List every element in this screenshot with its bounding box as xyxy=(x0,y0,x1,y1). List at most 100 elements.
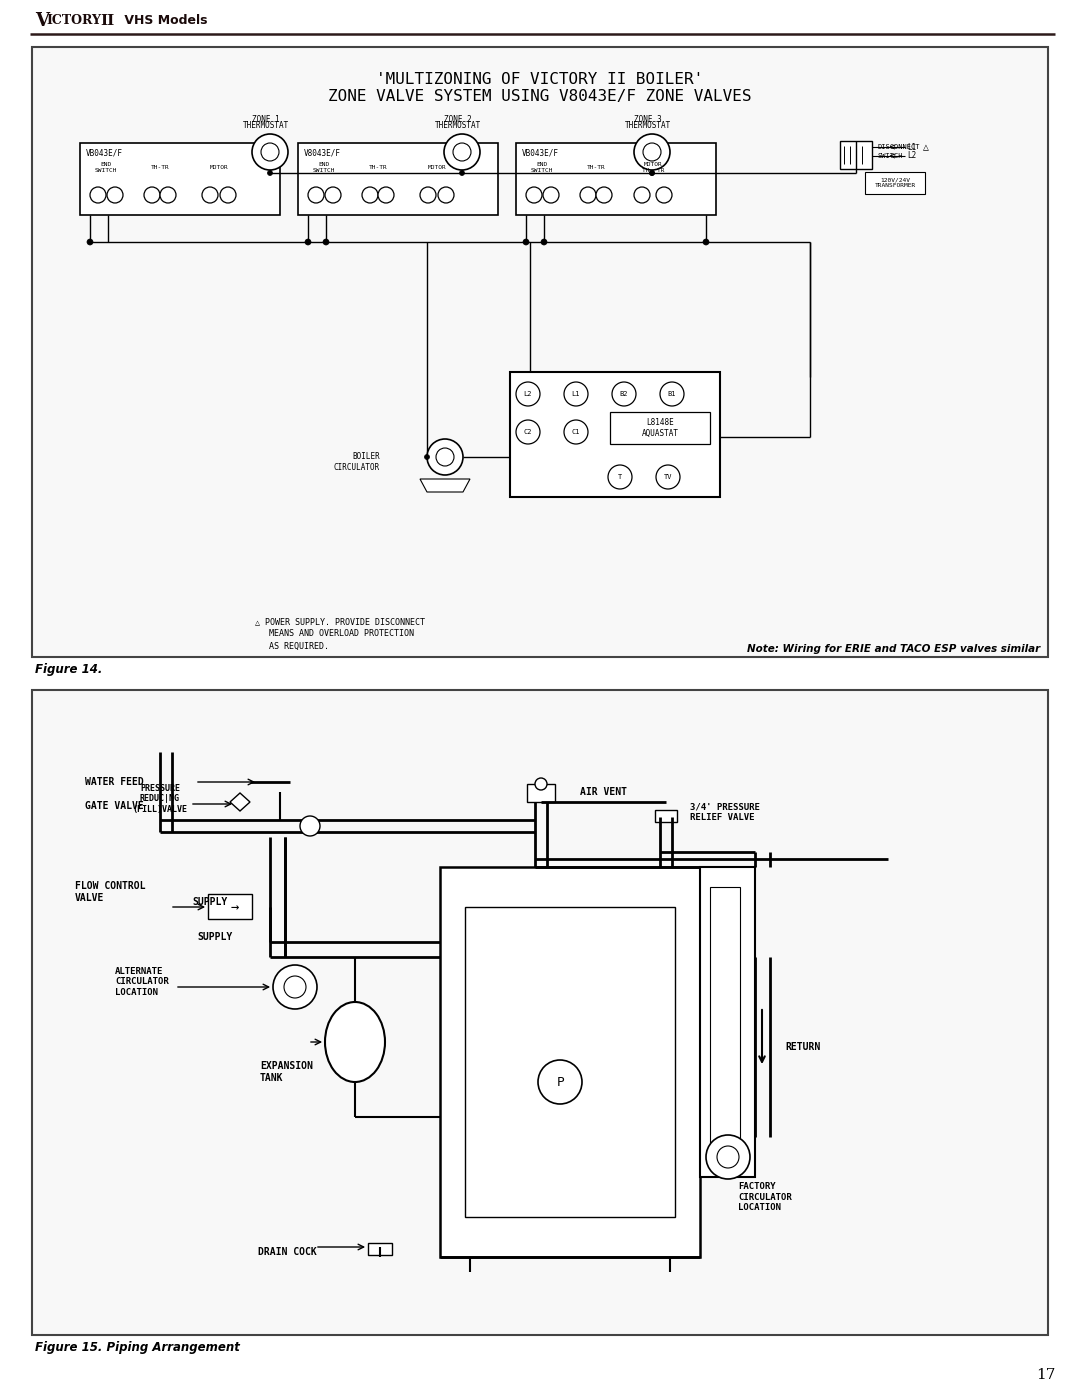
Circle shape xyxy=(323,239,329,244)
Text: WATER FEED: WATER FEED xyxy=(85,777,144,787)
Text: FACTORY
CIRCULATOR
LOCATION: FACTORY CIRCULATOR LOCATION xyxy=(738,1182,792,1213)
Text: Figure 15. Piping Arrangement: Figure 15. Piping Arrangement xyxy=(35,1341,240,1354)
Text: END: END xyxy=(537,162,548,168)
Text: DISCONNECT: DISCONNECT xyxy=(878,144,920,149)
Text: THERMOSTAT: THERMOSTAT xyxy=(243,122,289,130)
Text: →: → xyxy=(231,900,239,914)
Text: EXPANSION
TANK: EXPANSION TANK xyxy=(260,1062,313,1083)
Text: PRESSURE
REDUC|NG
(FILL)VALVE: PRESSURE REDUC|NG (FILL)VALVE xyxy=(133,784,188,814)
Polygon shape xyxy=(420,479,470,492)
Text: B1: B1 xyxy=(667,391,676,397)
Text: AIR VENT: AIR VENT xyxy=(580,787,627,798)
Text: 120V/24V
TRANSFORMER: 120V/24V TRANSFORMER xyxy=(875,177,916,189)
Text: END: END xyxy=(100,162,111,168)
Circle shape xyxy=(717,1146,739,1168)
Text: L8148E
AQUASTAT: L8148E AQUASTAT xyxy=(642,418,678,437)
Circle shape xyxy=(526,187,542,203)
Text: GATE VALVE: GATE VALVE xyxy=(85,800,144,812)
Circle shape xyxy=(564,381,588,407)
Circle shape xyxy=(261,142,279,161)
Circle shape xyxy=(308,187,324,203)
Circle shape xyxy=(427,439,463,475)
Circle shape xyxy=(516,420,540,444)
Circle shape xyxy=(325,187,341,203)
Text: FLOW CONTROL
VALVE: FLOW CONTROL VALVE xyxy=(75,882,146,902)
Bar xyxy=(368,1243,392,1255)
Bar xyxy=(654,810,677,821)
Text: THERMOSTAT: THERMOSTAT xyxy=(625,122,671,130)
Text: MOTOR: MOTOR xyxy=(428,165,446,170)
Text: MEANS AND OVERLOAD PROTECTION: MEANS AND OVERLOAD PROTECTION xyxy=(269,630,414,638)
Text: SUPPLY: SUPPLY xyxy=(198,932,232,942)
Text: SWITCH: SWITCH xyxy=(530,168,553,173)
Text: T: T xyxy=(618,474,622,481)
Circle shape xyxy=(87,239,93,244)
Bar xyxy=(440,868,700,1257)
Circle shape xyxy=(643,142,661,161)
Text: B2: B2 xyxy=(620,391,629,397)
Circle shape xyxy=(300,816,320,835)
Text: 3/4' PRESSURE
RELIEF VALVE: 3/4' PRESSURE RELIEF VALVE xyxy=(690,802,760,821)
Text: DRAIN COCK: DRAIN COCK xyxy=(258,1248,316,1257)
Text: VHS Models: VHS Models xyxy=(120,14,207,28)
Circle shape xyxy=(523,239,529,244)
Text: ICTORY: ICTORY xyxy=(46,14,102,28)
Bar xyxy=(710,887,740,1157)
Text: Note: Wiring for ERIE and TACO ESP valves similar: Note: Wiring for ERIE and TACO ESP valve… xyxy=(746,644,1040,654)
Text: AS REQUIRED.: AS REQUIRED. xyxy=(269,641,329,651)
Text: END: END xyxy=(319,162,329,168)
Text: TH  TR: TH TR xyxy=(642,168,664,173)
Text: ZONE 2: ZONE 2 xyxy=(444,115,472,124)
Text: C1: C1 xyxy=(571,429,580,434)
Bar xyxy=(840,141,872,169)
Text: L1: L1 xyxy=(907,142,916,151)
Text: THERMOSTAT: THERMOSTAT xyxy=(435,122,481,130)
Text: TH-TR: TH-TR xyxy=(150,165,170,170)
Circle shape xyxy=(438,187,454,203)
Circle shape xyxy=(144,187,160,203)
Circle shape xyxy=(424,454,430,460)
Circle shape xyxy=(453,142,471,161)
Ellipse shape xyxy=(325,1002,384,1083)
Circle shape xyxy=(436,448,454,467)
Text: RETURN: RETURN xyxy=(785,1042,820,1052)
Circle shape xyxy=(608,465,632,489)
Text: L1: L1 xyxy=(571,391,580,397)
Bar xyxy=(700,868,755,1178)
Text: ZONE VALVE SYSTEM USING V8043E/F ZONE VALVES: ZONE VALVE SYSTEM USING V8043E/F ZONE VA… xyxy=(328,89,752,105)
Circle shape xyxy=(706,1134,750,1179)
Text: P: P xyxy=(556,1076,564,1088)
Circle shape xyxy=(362,187,378,203)
Circle shape xyxy=(660,381,684,407)
Text: △: △ xyxy=(923,142,929,152)
Text: L2: L2 xyxy=(907,151,916,161)
Text: SWITCH: SWITCH xyxy=(878,154,904,159)
Circle shape xyxy=(160,187,176,203)
Bar xyxy=(510,372,720,497)
Text: TH-TR: TH-TR xyxy=(586,165,606,170)
Text: ZONE 1: ZONE 1 xyxy=(252,115,280,124)
Text: V: V xyxy=(35,13,49,29)
Circle shape xyxy=(535,778,546,789)
Circle shape xyxy=(649,170,654,176)
Text: SUPPLY: SUPPLY xyxy=(192,897,228,907)
Circle shape xyxy=(252,134,288,170)
Circle shape xyxy=(656,465,680,489)
Text: SWITCH: SWITCH xyxy=(313,168,335,173)
Circle shape xyxy=(107,187,123,203)
Circle shape xyxy=(612,381,636,407)
Circle shape xyxy=(538,1060,582,1104)
Circle shape xyxy=(634,187,650,203)
Circle shape xyxy=(220,187,237,203)
Bar xyxy=(516,142,716,215)
Bar xyxy=(465,907,675,1217)
Circle shape xyxy=(541,239,546,244)
Circle shape xyxy=(703,239,708,244)
Text: 'MULTIZONING OF VICTORY II BOILER': 'MULTIZONING OF VICTORY II BOILER' xyxy=(376,71,704,87)
Circle shape xyxy=(268,170,272,176)
Circle shape xyxy=(656,187,672,203)
Text: Figure 14.: Figure 14. xyxy=(35,664,103,676)
Circle shape xyxy=(378,187,394,203)
Circle shape xyxy=(543,187,559,203)
Text: MOTOR: MOTOR xyxy=(210,165,228,170)
